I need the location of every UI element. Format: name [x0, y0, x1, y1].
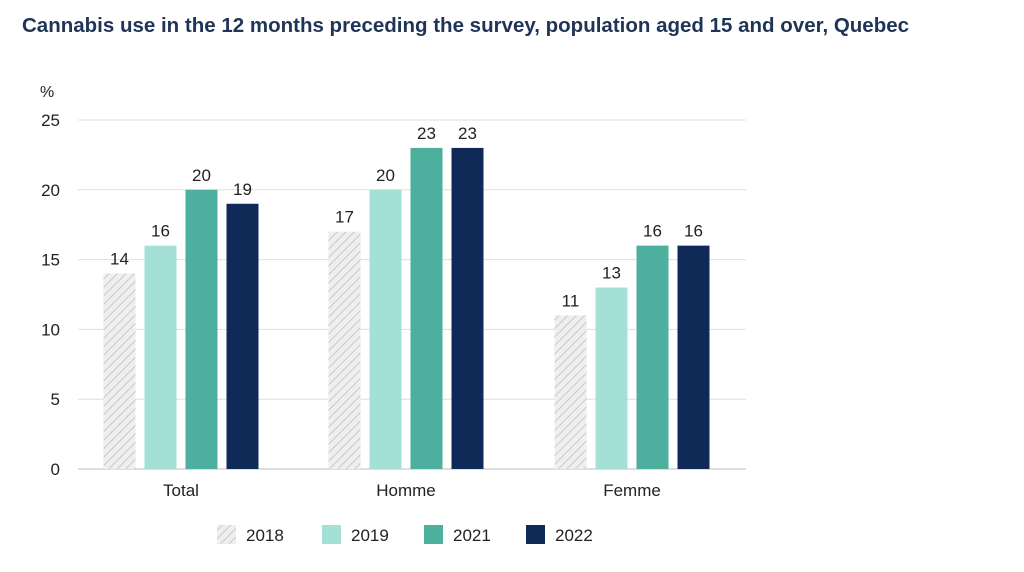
bar-homme-2019: [369, 189, 402, 470]
data-label: 19: [233, 180, 252, 199]
y-tick-label: 10: [41, 320, 60, 339]
bar-femme-2019: [595, 287, 628, 469]
bar-homme-2018: [328, 231, 361, 469]
bar-femme-2018: [554, 315, 587, 469]
data-label: 23: [458, 124, 477, 143]
y-axis-unit-label: %: [40, 84, 54, 101]
bars: [103, 147, 710, 470]
data-label: 23: [417, 124, 436, 143]
category-labels: Total Homme Femme: [163, 481, 661, 500]
legend-label: 2022: [555, 526, 593, 545]
bar-femme-2021: [636, 245, 669, 469]
data-label: 16: [643, 222, 662, 241]
data-label: 20: [192, 166, 211, 185]
data-label: 20: [376, 166, 395, 185]
data-label: 16: [151, 222, 170, 241]
y-tick-label: 5: [51, 390, 60, 409]
legend-swatch-2018: [217, 525, 236, 544]
data-label: 16: [684, 222, 703, 241]
chart-title: Cannabis use in the 12 months preceding …: [22, 14, 910, 37]
category-label: Total: [163, 481, 199, 500]
bar-total-2018: [103, 273, 136, 469]
legend-swatch-2019: [322, 525, 341, 544]
legend: 2018 2019 2021 2022: [217, 525, 593, 545]
legend-label: 2018: [246, 526, 284, 545]
legend-swatch-2022: [526, 525, 545, 544]
y-tick-label: 0: [51, 460, 60, 479]
data-label: 17: [335, 208, 354, 227]
category-label: Homme: [376, 481, 436, 500]
data-label: 14: [110, 250, 129, 269]
category-label: Femme: [603, 481, 661, 500]
bar-total-2019: [144, 245, 177, 469]
data-labels: 14 16 20 19 17 20 23 23 11 13 16 16: [110, 124, 703, 311]
bar-total-2022: [226, 203, 259, 469]
legend-label: 2019: [351, 526, 389, 545]
y-tick-label: 25: [41, 111, 60, 130]
bar-total-2021: [185, 189, 218, 470]
data-label: 11: [562, 291, 580, 310]
y-axis-ticks: 0 5 10 15 20 25: [41, 111, 60, 479]
bar-femme-2022: [677, 245, 710, 469]
legend-swatch-2021: [424, 525, 443, 544]
y-tick-label: 15: [41, 251, 60, 270]
legend-label: 2021: [453, 526, 491, 545]
bar-homme-2021: [410, 147, 443, 470]
bar-homme-2022: [451, 147, 484, 470]
y-tick-label: 20: [41, 181, 60, 200]
data-label: 13: [602, 264, 621, 283]
